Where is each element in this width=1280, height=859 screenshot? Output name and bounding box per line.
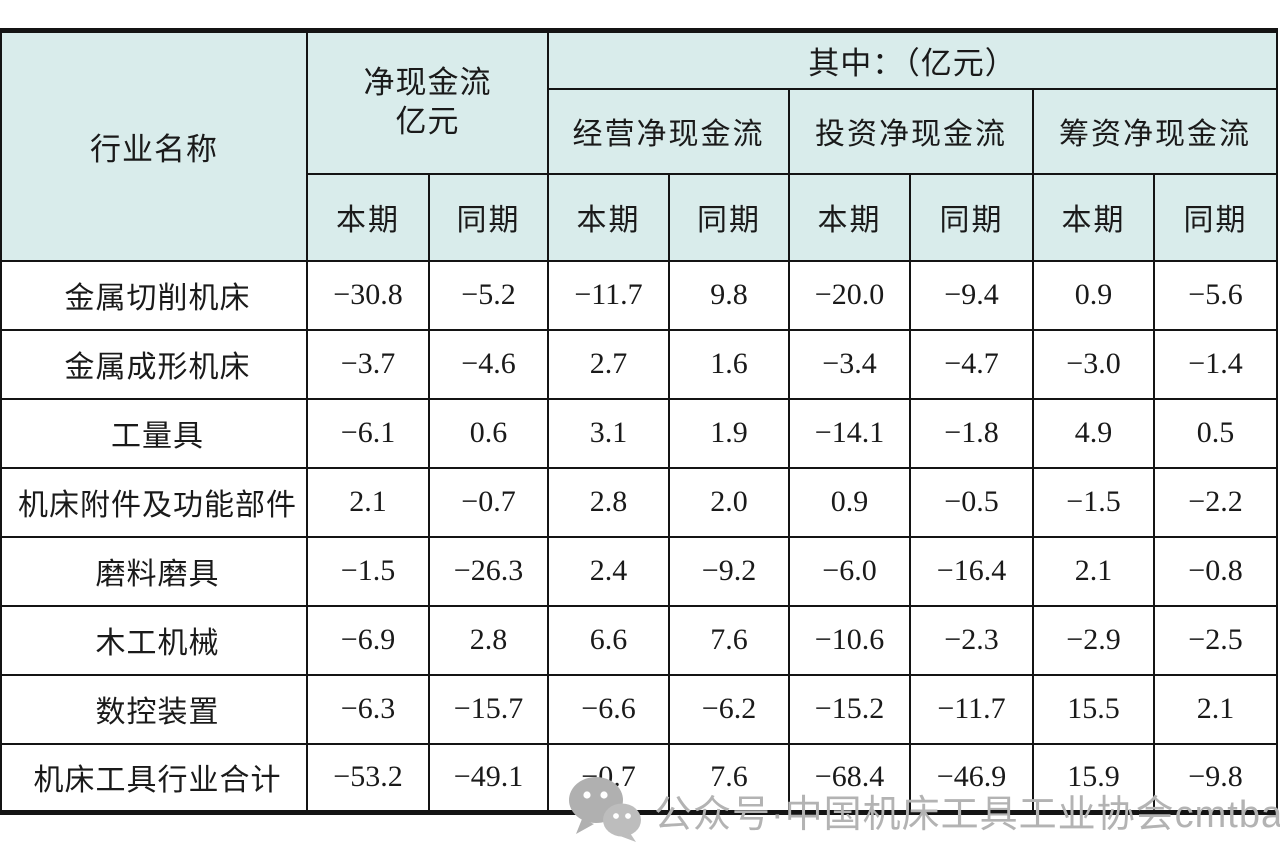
value-cell: −9.2 xyxy=(668,535,790,607)
value-cell: −4.6 xyxy=(428,328,549,400)
value-cell: −1.8 xyxy=(909,397,1034,469)
value-cell: 2.7 xyxy=(547,328,670,400)
value-cell: −6.6 xyxy=(547,673,670,745)
table-row: 数控装置 −6.3 −15.7 −6.6 −6.2 −15.2 −11.7 15… xyxy=(0,673,1279,745)
value-cell: −11.7 xyxy=(909,673,1034,745)
period-prior-header: 同期 xyxy=(668,172,790,262)
table-row: 金属成形机床 −3.7 −4.6 2.7 1.6 −3.4 −4.7 −3.0 … xyxy=(0,328,1279,400)
net-cash-flow-header-line1: 净现金流 xyxy=(363,65,492,100)
investing-net-cash-flow-header: 投资净现金流 xyxy=(788,87,1034,175)
value-cell: −15.2 xyxy=(788,673,911,745)
value-cell: −1.4 xyxy=(1152,328,1279,400)
value-cell: 2.8 xyxy=(547,466,670,538)
value-cell: −0.5 xyxy=(909,466,1034,538)
value-cell: −53.2 xyxy=(306,742,430,814)
value-cell: −5.2 xyxy=(428,259,549,331)
value-cell: −0.7 xyxy=(547,742,670,814)
value-cell: 0.9 xyxy=(788,466,911,538)
value-cell: −11.7 xyxy=(547,259,670,331)
value-cell: 15.5 xyxy=(1032,673,1155,745)
value-cell: −20.0 xyxy=(788,259,911,331)
value-cell: 2.1 xyxy=(1152,673,1279,745)
industry-name-cell: 数控装置 xyxy=(0,673,308,745)
value-cell: 2.1 xyxy=(1032,535,1155,607)
value-cell: −1.5 xyxy=(1032,466,1155,538)
value-cell: −3.0 xyxy=(1032,328,1155,400)
value-cell: −6.3 xyxy=(306,673,430,745)
period-current-header: 本期 xyxy=(788,172,911,262)
value-cell: 2.8 xyxy=(428,604,549,676)
value-cell: −9.4 xyxy=(909,259,1034,331)
value-cell: 2.4 xyxy=(547,535,670,607)
table-row: 机床工具行业合计 −53.2 −49.1 −0.7 7.6 −68.4 −46.… xyxy=(0,742,1279,814)
value-cell: 2.1 xyxy=(306,466,430,538)
cash-flow-table: 行业名称 净现金流 亿元 其中：（亿元） 经营净现金流 投资净现金流 筹资净现金… xyxy=(0,28,1279,815)
value-cell: −2.2 xyxy=(1152,466,1279,538)
value-cell: −6.1 xyxy=(306,397,430,469)
value-cell: 6.6 xyxy=(547,604,670,676)
table-row: 木工机械 −6.9 2.8 6.6 7.6 −10.6 −2.3 −2.9 −2… xyxy=(0,604,1279,676)
value-cell: −26.3 xyxy=(428,535,549,607)
value-cell: 3.1 xyxy=(547,397,670,469)
value-cell: −3.4 xyxy=(788,328,911,400)
value-cell: 7.6 xyxy=(668,604,790,676)
table-row: 工量具 −6.1 0.6 3.1 1.9 −14.1 −1.8 4.9 0.5 xyxy=(0,397,1279,469)
value-cell: −46.9 xyxy=(909,742,1034,814)
financing-net-cash-flow-header: 筹资净现金流 xyxy=(1031,87,1279,175)
period-current-header: 本期 xyxy=(1032,172,1155,262)
value-cell: −5.6 xyxy=(1152,259,1279,331)
value-cell: 15.9 xyxy=(1032,742,1155,814)
industry-name-header: 行业名称 xyxy=(0,29,308,262)
net-cash-flow-header-line2: 亿元 xyxy=(395,103,460,139)
industry-name-cell: 金属成形机床 xyxy=(0,328,308,400)
value-cell: −68.4 xyxy=(788,742,911,814)
value-cell: −10.6 xyxy=(788,604,911,676)
operating-net-cash-flow-header: 经营净现金流 xyxy=(547,87,790,175)
value-cell: 0.5 xyxy=(1152,397,1279,469)
period-prior-header: 同期 xyxy=(428,172,549,262)
industry-name-cell: 磨料磨具 xyxy=(0,535,308,607)
value-cell: 0.9 xyxy=(1032,259,1155,331)
table-row: 机床附件及功能部件 2.1 −0.7 2.8 2.0 0.9 −0.5 −1.5… xyxy=(0,466,1279,538)
value-cell: −6.2 xyxy=(668,673,790,745)
value-cell: −2.3 xyxy=(909,604,1034,676)
value-cell: −49.1 xyxy=(428,742,549,814)
industry-name-cell: 机床工具行业合计 xyxy=(0,742,308,814)
industry-name-cell: 木工机械 xyxy=(0,604,308,676)
value-cell: −14.1 xyxy=(788,397,911,469)
value-cell: 1.6 xyxy=(668,328,790,400)
value-cell: −6.9 xyxy=(306,604,430,676)
value-cell: −3.7 xyxy=(306,328,430,400)
value-cell: −0.7 xyxy=(428,466,549,538)
period-prior-header: 同期 xyxy=(1152,172,1279,262)
value-cell: 1.9 xyxy=(668,397,790,469)
value-cell: −15.7 xyxy=(428,673,549,745)
value-cell: −9.8 xyxy=(1152,742,1279,814)
value-cell: −6.0 xyxy=(788,535,911,607)
value-cell: −30.8 xyxy=(306,259,430,331)
value-cell: −2.9 xyxy=(1032,604,1155,676)
value-cell: 2.0 xyxy=(668,466,790,538)
value-cell: −0.8 xyxy=(1152,535,1279,607)
period-current-header: 本期 xyxy=(306,172,430,262)
table-row: 金属切削机床 −30.8 −5.2 −11.7 9.8 −20.0 −9.4 0… xyxy=(0,259,1279,331)
table-row: 磨料磨具 −1.5 −26.3 2.4 −9.2 −6.0 −16.4 2.1 … xyxy=(0,535,1279,607)
among-header: 其中：（亿元） xyxy=(546,29,1279,90)
industry-name-cell: 机床附件及功能部件 xyxy=(0,466,308,538)
industry-name-cell: 金属切削机床 xyxy=(0,259,308,331)
industry-name-cell: 工量具 xyxy=(0,397,308,469)
value-cell: 0.6 xyxy=(428,397,549,469)
value-cell: −16.4 xyxy=(909,535,1034,607)
value-cell: −2.5 xyxy=(1152,604,1279,676)
value-cell: −1.5 xyxy=(306,535,430,607)
value-cell: 7.6 xyxy=(668,742,790,814)
period-prior-header: 同期 xyxy=(909,172,1034,262)
value-cell: 4.9 xyxy=(1032,397,1155,469)
net-cash-flow-header: 净现金流 亿元 xyxy=(306,29,549,175)
value-cell: 9.8 xyxy=(668,259,790,331)
period-current-header: 本期 xyxy=(547,172,670,262)
value-cell: −4.7 xyxy=(909,328,1034,400)
